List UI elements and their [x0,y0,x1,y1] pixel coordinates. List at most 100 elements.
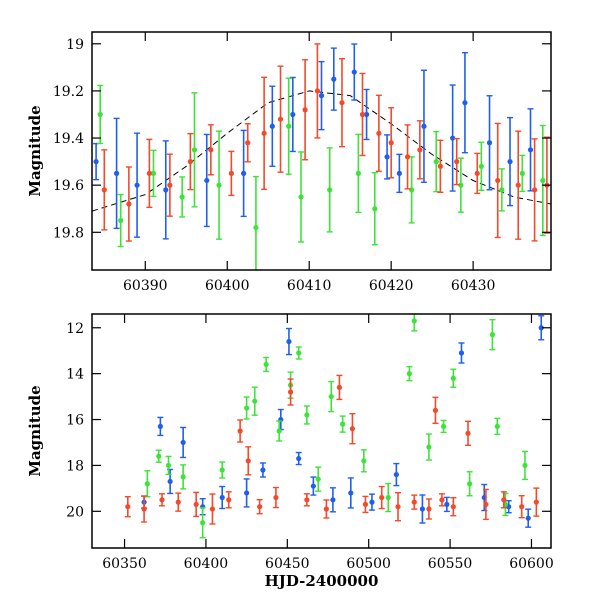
top-panel-x-tick-label: 60410 [287,278,332,294]
top-panel-data-point [191,147,198,153]
top-panel-data-point [450,135,456,141]
top-panel-data-point [478,163,484,169]
bottom-panel-data-point [157,423,163,430]
bottom-panel-data-point [209,506,216,512]
bottom-panel-x-axis-label: HJD-2400000 [265,572,379,590]
bottom-panel-data-point [180,439,186,446]
bottom-panel-data-point [450,504,456,510]
bottom-panel-data-point [522,462,528,469]
bottom-panel-x-tick-label: 60350 [102,556,147,572]
bottom-panel-data-point [330,497,336,503]
top-panel-data-point [339,100,345,106]
bottom-panel-data-point [287,389,294,395]
bottom-panel-y-tick-label: 14 [66,367,84,383]
bottom-panel-data-point [362,501,369,508]
bottom-panel-data-point [525,515,531,521]
top-panel-data-point [150,170,157,176]
top-panel-data-point [327,187,333,193]
bottom-panel-data-point [141,506,147,512]
top-panel-data-point [486,140,493,146]
bottom-panel-data-point [260,467,266,473]
top-panel-data-point [167,182,173,188]
top-panel-data-point [372,206,378,212]
top-panel-plot-area [92,43,551,270]
top-panel-data-point [277,116,284,122]
top-panel-data-point [163,187,169,193]
top-panel-data-point [474,170,480,176]
top-panel-series-1 [93,43,534,240]
top-panel-data-point [355,170,361,176]
bottom-panel-data-point [219,494,225,501]
top-panel: 60390 60400 60410 60420 60430 19 19.2 19.4 19.6 1… [26,31,552,294]
top-panel-y-tick-label: 19.8 [53,225,84,241]
bottom-panel-y-tick-label: 18 [66,458,84,474]
bottom-panel-data-point [175,499,181,505]
top-panel-data-point [507,159,513,165]
bottom-panel-data-point [458,350,465,356]
bottom-panel-data-point [304,497,310,503]
top-panel-data-point [351,69,357,75]
bottom-panel-data-point [340,421,346,427]
top-panel-data-point [261,130,267,136]
bottom-panel-data-point [419,506,426,512]
top-panel-data-point [433,159,439,165]
bottom-panel-plot-area [124,314,545,539]
bottom-panel-data-point [393,471,399,478]
bottom-panel-data-point [440,423,447,430]
bottom-panel-data-point [538,325,544,331]
bottom-panel-x-tick-label: 60500 [346,556,391,572]
top-panel-data-point [302,107,308,113]
bottom-panel-x-tick-label: 60550 [428,556,473,572]
bottom-panel-data-point [450,375,456,381]
top-panel-data-point [126,201,132,207]
bottom-panel-data-point [483,501,489,508]
bottom-panel-data-point [165,462,172,469]
top-panel-data-point [404,154,411,160]
bottom-panel-data-point [167,478,173,485]
bottom-panel-data-point [411,318,417,324]
bottom-panel-data-point [385,494,391,501]
top-panel-y-tick-label: 19 [66,37,84,53]
bottom-panel-data-point [315,476,321,482]
top-panel-data-point [216,182,222,188]
top-panel-data-point [97,111,103,118]
bottom-panel-x-tick-label: 60400 [184,556,229,572]
bottom-panel-data-point [494,423,500,430]
top-panel-data-point [101,187,107,193]
top-panel-data-point [179,194,185,200]
top-panel-data-point [93,159,99,165]
top-panel-x-tick-label: 60420 [369,278,414,294]
top-panel-y-tick-label: 19.6 [53,178,84,194]
bottom-panel-data-point [348,490,354,496]
bottom-panel-data-point [349,426,356,432]
bottom-panel-series-3 [124,374,540,525]
bottom-panel-data-point [180,474,186,480]
bottom-panel-data-point [263,361,269,368]
bottom-panel-data-point [296,350,302,356]
bottom-panel-data-point [323,506,329,512]
bottom-panel-data-point [395,504,401,510]
bottom-panel-data-point [406,371,412,377]
bottom-panel-data-point [156,453,162,459]
bottom-panel-series-1 [141,315,545,528]
top-panel-data-point [532,187,538,193]
top-panel-data-point [359,111,366,118]
bottom-panel-data-point [328,393,334,400]
bottom-panel-data-point [336,384,343,391]
top-panel-data-point [187,159,193,165]
top-panel-data-point [421,123,427,129]
bottom-panel-data-point [432,407,439,413]
top-panel-data-point [384,154,390,160]
top-panel-series-3 [101,43,550,242]
bottom-panel-data-point [237,428,243,434]
top-panel-data-point [118,217,124,224]
top-panel-x-tick-label: 60390 [123,278,168,294]
bottom-panel-data-point [252,398,258,404]
bottom-panel-x-tick-label: 60450 [265,556,310,572]
bottom-panel-data-point [519,504,525,510]
top-panel-data-point [253,224,259,231]
top-panel-data-point [515,182,521,188]
bottom-panel-y-tick-label: 20 [66,504,84,520]
top-panel-data-point [269,123,275,129]
bottom-panel-data-point [244,490,250,496]
